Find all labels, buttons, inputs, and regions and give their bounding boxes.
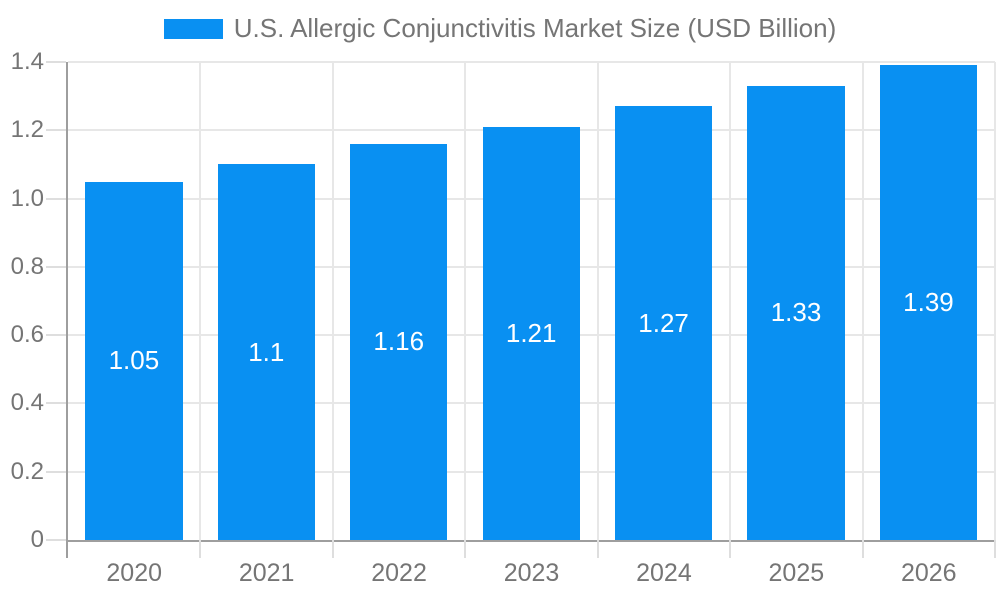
x-axis-tick-label: 2024 <box>636 559 692 587</box>
bar[interactable]: 1.33 <box>747 85 845 540</box>
bar-value-label: 1.1 <box>248 336 285 367</box>
y-axis-tick <box>46 402 66 405</box>
gridline-vertical <box>596 62 599 540</box>
y-axis-tick <box>46 197 66 200</box>
x-axis-tick-label: 2023 <box>503 559 560 587</box>
y-axis-tick-label: 0.4 <box>10 389 44 417</box>
y-axis-tick-label: 0 <box>30 526 44 553</box>
gridline-horizontal <box>68 61 995 63</box>
legend-label: U.S. Allergic Conjunctivitis Market Size… <box>233 13 837 43</box>
x-axis-tick-label: 2020 <box>106 559 163 587</box>
gridline-vertical <box>464 62 467 540</box>
y-axis-tick <box>46 539 66 541</box>
y-axis-tick-label: 1.0 <box>10 184 44 212</box>
y-axis-tick <box>46 265 66 268</box>
bar[interactable]: 1.16 <box>350 143 448 540</box>
y-axis-tick-label: 0.8 <box>10 252 44 280</box>
bar-value-label: 1.27 <box>638 307 689 338</box>
x-axis-tick <box>861 540 864 558</box>
bar-value-label: 1.21 <box>505 317 557 348</box>
gridline-vertical <box>994 62 996 540</box>
bar[interactable]: 1.21 <box>482 126 580 540</box>
gridline-vertical <box>199 62 202 540</box>
y-axis-line-extension <box>66 540 68 558</box>
y-axis-tick <box>46 470 66 473</box>
x-axis-tick <box>994 540 996 558</box>
bar-value-label: 1.05 <box>108 345 160 376</box>
x-axis-tick-label: 2025 <box>768 559 825 587</box>
x-axis-tick <box>199 540 202 558</box>
bar-value-label: 1.16 <box>373 326 425 357</box>
y-axis-tick <box>46 334 66 337</box>
plot-area: 0 0.2 0.4 0.6 0.8 1.0 1.2 1.4 1.05 2020 1.1 2021 1.1… <box>11 48 996 587</box>
bar-value-label: 1.39 <box>903 287 954 318</box>
y-axis-tick-label: 1.4 <box>10 48 44 75</box>
x-axis-tick <box>729 540 732 558</box>
gridline-vertical <box>729 62 732 540</box>
bar[interactable]: 1.27 <box>614 106 713 540</box>
y-axis-tick-label: 1.2 <box>10 116 44 144</box>
gridline-vertical <box>331 62 334 540</box>
x-axis-tick-label: 2022 <box>371 559 427 587</box>
x-axis-tick-label: 2026 <box>900 559 957 587</box>
chart-legend[interactable]: U.S. Allergic Conjunctivitis Market Size… <box>0 13 1000 44</box>
x-axis-tick <box>596 540 599 558</box>
y-axis-tick <box>46 61 66 63</box>
y-axis-tick-label: 0.6 <box>10 321 44 349</box>
x-axis-tick <box>464 540 467 558</box>
legend-swatch <box>163 18 223 39</box>
x-axis-tick-label: 2021 <box>238 559 295 587</box>
bar[interactable]: 1.05 <box>85 181 183 540</box>
x-axis-tick <box>331 540 334 558</box>
bar[interactable]: 1.1 <box>217 164 315 540</box>
y-axis-tick-label: 0.2 <box>10 457 44 485</box>
y-axis-tick <box>46 129 66 132</box>
gridline-vertical <box>861 62 864 540</box>
bar-value-label: 1.33 <box>770 297 822 328</box>
bar[interactable]: 1.39 <box>879 65 978 540</box>
